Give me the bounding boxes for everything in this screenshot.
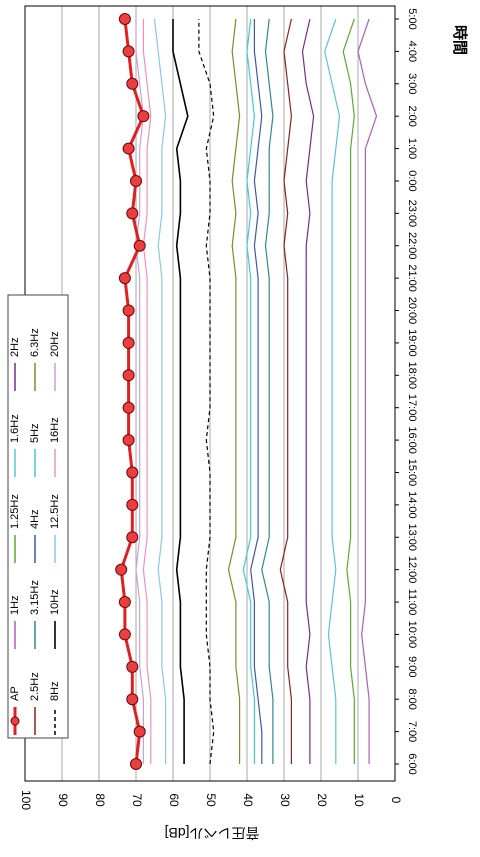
legend: AP 1Hz 1.25Hz 1.6Hz 2Hz 2.5Hz 3.15Hz 4Hz 5Hz 6.3H… xyxy=(7,294,69,739)
time-tick-label: 20:00 xyxy=(406,297,418,325)
series-line-10Hz xyxy=(172,19,189,764)
ap-data-point xyxy=(126,77,139,90)
value-tick-label: 40 xyxy=(241,793,255,807)
time-tick-label: 10:00 xyxy=(406,621,418,649)
time-tick-label: 17:00 xyxy=(406,394,418,422)
ap-data-point xyxy=(126,693,139,706)
ap-data-point xyxy=(118,628,131,641)
time-tick-label: 19:00 xyxy=(406,329,418,357)
ap-data-point xyxy=(137,110,150,123)
value-tick-label: 70 xyxy=(130,793,144,807)
ap-data-point xyxy=(122,142,135,155)
series-layer xyxy=(115,13,378,770)
ap-data-point xyxy=(118,596,131,609)
series-line-4Hz xyxy=(250,19,263,764)
legend-label: 4Hz xyxy=(29,509,41,529)
value-axis-label: 音圧レベル[dB] xyxy=(165,825,260,841)
ap-data-point xyxy=(122,304,135,317)
time-tick-label: 7:00 xyxy=(406,721,418,742)
legend-label: 20Hz xyxy=(49,331,61,357)
legend-label: 2Hz xyxy=(9,337,21,357)
legend-label: 6.3Hz xyxy=(29,328,41,357)
ap-data-point xyxy=(126,466,139,479)
value-tick-label: 90 xyxy=(56,793,70,807)
time-tick-label: 13:00 xyxy=(406,523,418,551)
series-line-3.15Hz xyxy=(261,18,274,764)
time-tick-label: 22:00 xyxy=(406,232,418,260)
series-line-6.3Hz xyxy=(227,18,241,764)
time-tick-label: 0:00 xyxy=(406,170,418,191)
time-tick-label: 16:00 xyxy=(406,426,418,454)
legend-label: 5Hz xyxy=(29,423,41,443)
ap-data-point xyxy=(115,563,128,576)
legend-label: 8Hz xyxy=(49,681,61,701)
series-line-12.5Hz xyxy=(153,18,167,764)
legend-label: 3.15Hz xyxy=(29,580,41,615)
time-tick-label: 6:00 xyxy=(406,753,418,774)
legend-label: 10Hz xyxy=(49,589,61,615)
ap-data-point xyxy=(118,13,131,25)
legend-label: 16Hz xyxy=(49,417,61,443)
legend-label: 12.5Hz xyxy=(49,494,61,529)
time-tick-label: 9:00 xyxy=(406,656,418,677)
value-tick-label: 50 xyxy=(204,793,218,807)
legend-box xyxy=(7,294,69,739)
time-tick-label: 2:00 xyxy=(406,105,418,126)
time-tick-label: 12:00 xyxy=(406,556,418,584)
ap-data-point xyxy=(122,369,135,382)
time-tick-label: 1:00 xyxy=(406,138,418,159)
ap-data-point xyxy=(126,498,139,511)
legend-label: AP xyxy=(9,686,21,701)
time-tick-label: 3:00 xyxy=(406,73,418,94)
series-line-20Hz xyxy=(135,19,144,764)
series-line-16Hz xyxy=(142,19,152,764)
time-tick-label: 21:00 xyxy=(406,264,418,292)
time-tick-label: 15:00 xyxy=(406,459,418,487)
ap-data-point xyxy=(126,660,139,673)
ap-data-point xyxy=(130,758,142,770)
ap-data-point xyxy=(122,336,135,349)
series-line-1Hz xyxy=(357,18,378,764)
value-tick-label: 100 xyxy=(19,790,33,810)
time-axis-label: 時間 xyxy=(451,25,469,55)
legend-label: 1.6Hz xyxy=(9,414,21,443)
legend-marker xyxy=(10,716,20,726)
time-tick-label: 23:00 xyxy=(406,200,418,228)
series-line-2.5Hz xyxy=(279,18,292,764)
ap-data-point xyxy=(122,434,135,447)
value-tick-label: 60 xyxy=(167,793,181,807)
ap-data-point xyxy=(133,239,146,252)
value-tick-label: 30 xyxy=(278,793,292,807)
ap-data-point xyxy=(126,207,139,220)
series-line-1.25Hz xyxy=(342,18,355,764)
ap-data-point xyxy=(126,531,139,544)
series-line-5Hz xyxy=(242,18,255,764)
series-line-8Hz xyxy=(198,19,215,765)
legend-label: 2.5Hz xyxy=(29,672,41,701)
ap-data-point xyxy=(133,725,146,738)
value-tick-label: 80 xyxy=(93,793,107,807)
value-tick-label: 20 xyxy=(315,793,329,807)
series-line-1.6Hz xyxy=(324,18,341,764)
value-tick-label: 0 xyxy=(389,797,403,804)
time-tick-label: 11:00 xyxy=(406,589,418,616)
series-line-2Hz xyxy=(301,18,315,764)
time-tick-label: 18:00 xyxy=(406,362,418,390)
time-tick-label: 5:00 xyxy=(406,8,418,29)
time-tick-label: 4:00 xyxy=(406,41,418,62)
time-tick-label: 14:00 xyxy=(406,491,418,519)
ap-data-point xyxy=(118,272,131,285)
ap-data-point xyxy=(122,45,135,58)
legend-label: 1Hz xyxy=(9,595,21,615)
value-axis-ticks: 0 10 20 30 40 50 60 70 80 90 100 xyxy=(19,790,403,810)
time-axis-ticks: 6:00 7:00 8:00 9:00 10:00 11:00 12:00 13:00 14:0… xyxy=(395,8,418,775)
ap-data-point xyxy=(122,401,135,414)
legend-label: 1.25Hz xyxy=(9,494,21,529)
value-tick-label: 10 xyxy=(352,793,366,807)
time-tick-label: 8:00 xyxy=(406,689,418,710)
ap-data-point xyxy=(130,174,142,187)
